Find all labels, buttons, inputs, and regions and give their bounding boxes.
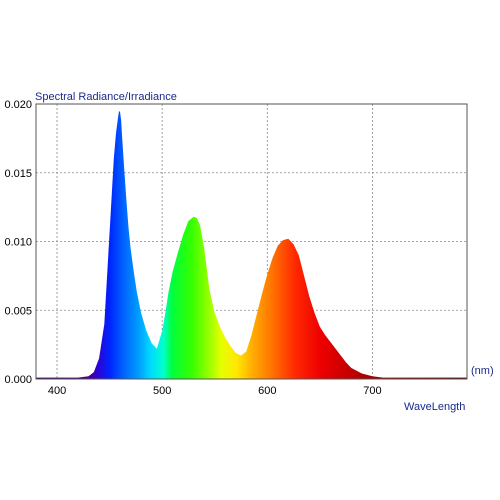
spectrum-series <box>36 110 467 379</box>
tick-labels: 400 500 600 700 0.000 0.005 0.010 0.015 0.020 <box>4 99 381 397</box>
chart-title: Spectral Radiance/Irradiance <box>35 91 177 103</box>
y-tick-label: 0.020 <box>4 99 32 111</box>
y-tick-label: 0.015 <box>4 168 32 180</box>
y-tick-label: 0.005 <box>4 305 32 317</box>
x-tick-label: 500 <box>153 385 171 397</box>
x-tick-label: 600 <box>258 385 276 397</box>
x-axis-label: WaveLength <box>404 401 465 413</box>
y-tick-label: 0.000 <box>4 374 32 386</box>
x-unit-label: (nm) <box>471 365 494 377</box>
x-tick-label: 400 <box>48 385 66 397</box>
y-tick-label: 0.010 <box>4 237 32 249</box>
plot-frame <box>35 103 468 380</box>
x-tick-label: 700 <box>363 385 381 397</box>
